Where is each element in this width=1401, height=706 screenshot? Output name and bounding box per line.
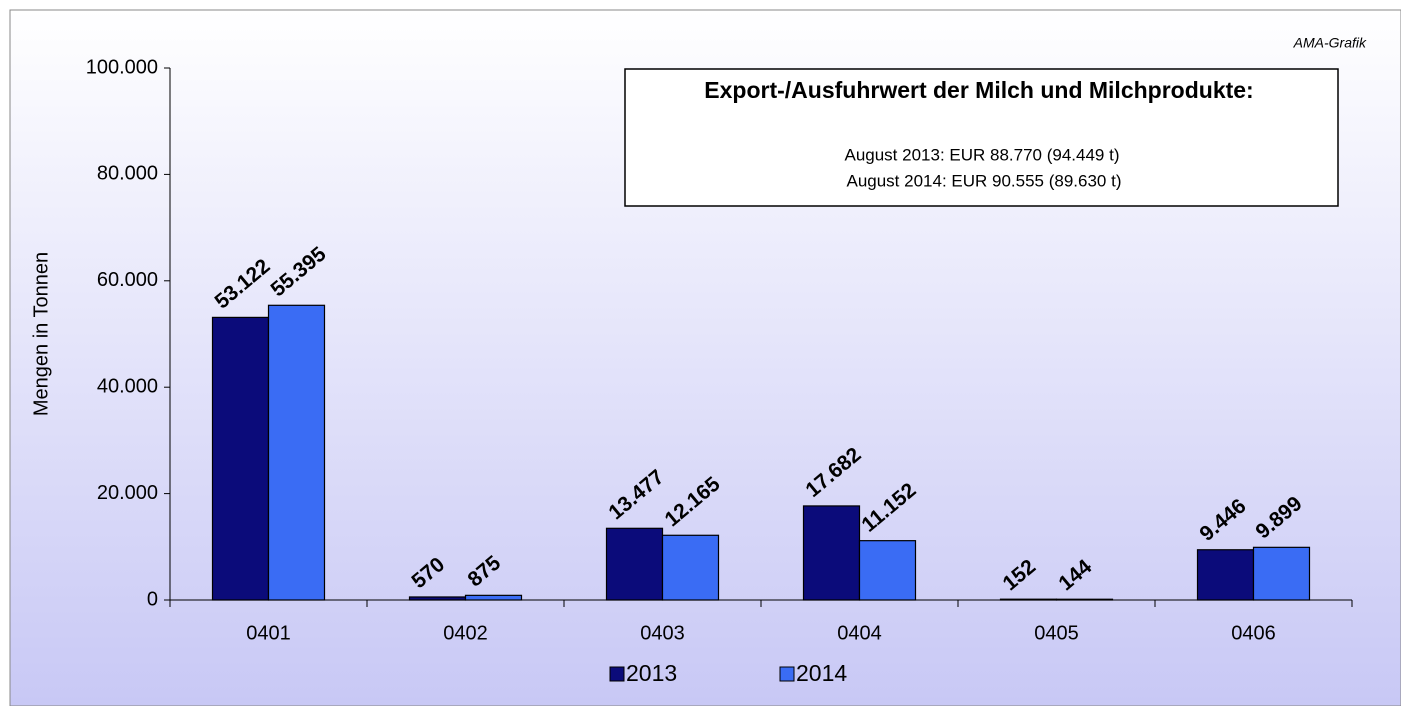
legend-swatch xyxy=(609,666,625,682)
y-tick-label: 20.000 xyxy=(97,482,158,504)
bar xyxy=(802,505,861,601)
legend-label: 2013 xyxy=(626,660,677,686)
y-tick-label: 0 xyxy=(147,588,158,610)
legend-swatch xyxy=(779,666,795,682)
x-tick-label: 0406 xyxy=(1231,622,1276,644)
bar xyxy=(858,540,917,601)
y-axis-label: Mengen in Tonnen xyxy=(30,252,52,416)
x-tick-label: 0403 xyxy=(640,622,685,644)
bar xyxy=(661,534,720,601)
x-tick-label: 0405 xyxy=(1034,622,1079,644)
x-tick-label: 0402 xyxy=(443,622,488,644)
bar xyxy=(267,304,326,601)
y-tick-label: 80.000 xyxy=(97,163,158,185)
annotation: AMA-Grafik xyxy=(1293,35,1367,51)
y-tick-label: 60.000 xyxy=(97,269,158,291)
x-tick-label: 0404 xyxy=(837,622,882,644)
bar xyxy=(1252,546,1311,601)
x-tick-label: 0401 xyxy=(246,622,291,644)
info-line: August 2014: EUR 90.555 (89.630 t) xyxy=(846,171,1121,190)
bar xyxy=(1196,549,1255,601)
legend-label: 2014 xyxy=(796,660,847,686)
bar xyxy=(464,594,523,601)
info-box xyxy=(624,68,1339,207)
y-tick-label: 40.000 xyxy=(97,375,158,397)
y-tick-label: 100.000 xyxy=(86,56,158,78)
info-title: Export-/Ausfuhrwert der Milch und Milchp… xyxy=(704,77,1253,103)
bar xyxy=(605,527,664,601)
info-line: August 2013: EUR 88.770 (94.449 t) xyxy=(844,145,1119,164)
bar xyxy=(211,316,270,601)
